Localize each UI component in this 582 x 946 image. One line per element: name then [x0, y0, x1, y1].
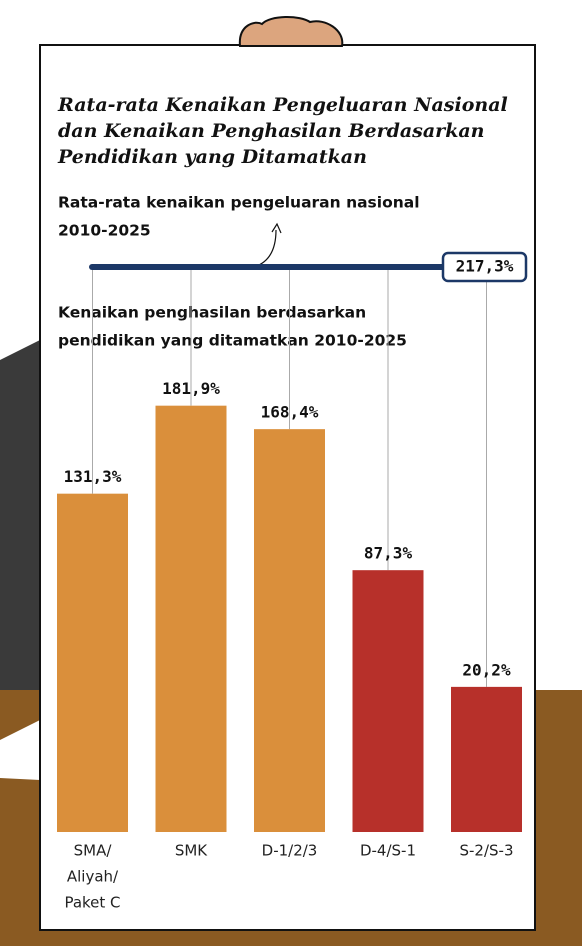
pointer-arrow-head: [271, 222, 282, 234]
x-tick-label: Paket C: [64, 894, 120, 912]
bar: [451, 686, 522, 832]
chart-title: Rata-rata Kenaikan Pengeluaran Nasional: [57, 94, 508, 116]
bar: [155, 405, 227, 832]
x-tick-label: S-2/S-3: [459, 842, 513, 860]
bar: [254, 429, 325, 832]
reference-label: 217,3%: [456, 257, 514, 276]
reference-box: [441, 251, 528, 283]
chart-title: Pendidikan yang Ditamatkan: [57, 146, 367, 168]
bar: [57, 493, 128, 832]
chart-title: dan Kenaikan Penghasilan Berdasarkan: [58, 120, 484, 142]
value-label: 87,3%: [364, 544, 413, 563]
figure: [0, 340, 40, 690]
x-tick-label: SMK: [175, 842, 208, 860]
subtitle: pendidikan yang ditamatkan 2010-2025: [58, 332, 407, 350]
value-label: 168,4%: [261, 403, 319, 422]
bar: [352, 570, 424, 832]
x-tick-label: Aliyah/: [67, 868, 119, 886]
x-tick-label: D-1/2/3: [262, 842, 318, 860]
value-label: 131,3%: [64, 467, 122, 486]
value-label: 181,9%: [162, 379, 220, 398]
x-tick-label: D-4/S-1: [360, 842, 416, 860]
subtitle: Kenaikan penghasilan berdasarkan: [58, 304, 366, 322]
reference-text: 2010-2025: [58, 222, 151, 240]
x-tick-label: SMA/: [74, 842, 113, 860]
paper: [0, 720, 40, 780]
value-label: 20,2%: [462, 660, 511, 679]
reference-text: Rata-rata kenaikan pengeluaran nasional: [58, 194, 420, 212]
hand: [238, 16, 344, 47]
